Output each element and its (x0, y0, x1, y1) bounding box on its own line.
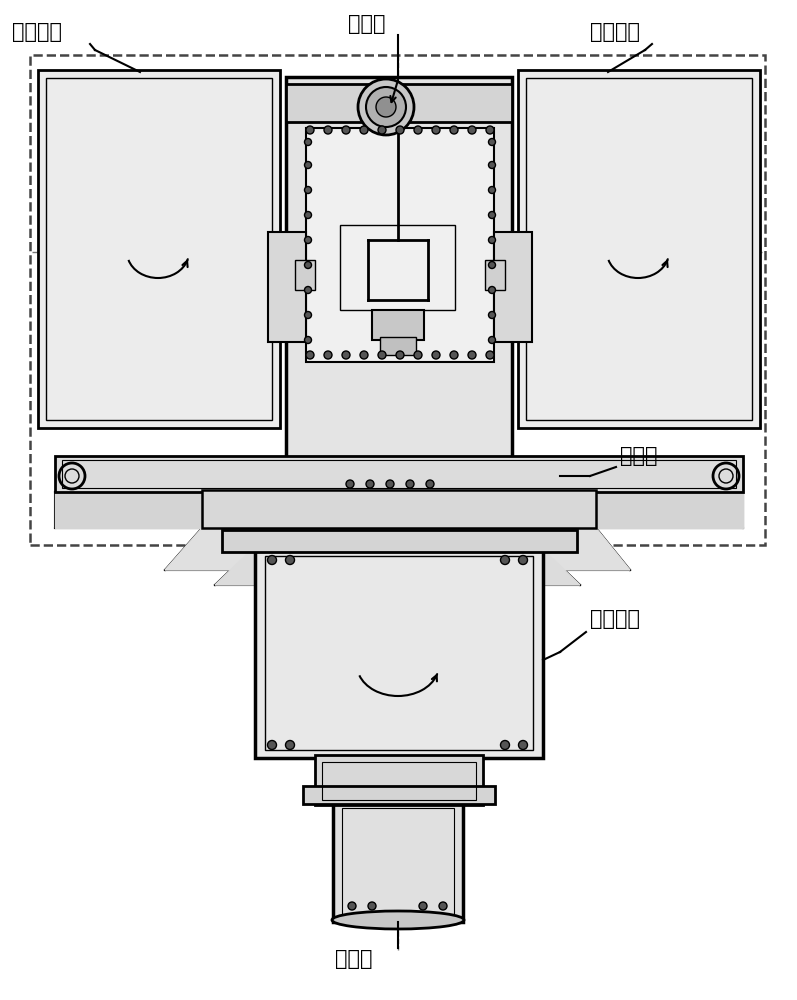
Circle shape (366, 87, 406, 127)
Circle shape (324, 351, 332, 359)
Circle shape (360, 351, 368, 359)
Circle shape (306, 351, 314, 359)
Bar (485, 260, 505, 290)
Circle shape (489, 261, 496, 268)
Circle shape (378, 126, 386, 134)
Circle shape (304, 212, 312, 219)
Circle shape (348, 902, 356, 910)
Text: 俯仰机构: 俯仰机构 (590, 22, 640, 42)
Bar (380, 337, 416, 355)
Polygon shape (596, 492, 743, 528)
Circle shape (439, 902, 447, 910)
Bar (62, 460, 736, 488)
Circle shape (450, 126, 458, 134)
Circle shape (386, 480, 394, 488)
Circle shape (268, 556, 277, 564)
Circle shape (406, 480, 414, 488)
Circle shape (519, 740, 528, 750)
Circle shape (432, 126, 440, 134)
Bar (333, 800, 463, 922)
Polygon shape (165, 528, 630, 570)
Bar (315, 755, 483, 805)
Text: 方位轴: 方位轴 (335, 949, 372, 969)
Bar (342, 808, 454, 914)
Circle shape (432, 351, 440, 359)
Bar (265, 556, 533, 750)
Circle shape (396, 351, 404, 359)
Circle shape (519, 556, 528, 564)
Circle shape (304, 286, 312, 294)
Circle shape (419, 902, 427, 910)
Circle shape (486, 126, 494, 134)
Circle shape (489, 186, 496, 194)
Circle shape (489, 312, 496, 318)
Circle shape (468, 351, 476, 359)
Bar (322, 762, 476, 800)
Text: 俯仰轴: 俯仰轴 (620, 446, 658, 466)
Circle shape (450, 351, 458, 359)
Bar (268, 232, 306, 342)
Bar (38, 70, 280, 428)
Circle shape (489, 161, 496, 168)
Circle shape (304, 161, 312, 168)
Bar (286, 84, 512, 122)
Text: 方位机构: 方位机构 (590, 609, 640, 629)
Circle shape (486, 351, 494, 359)
Circle shape (396, 126, 404, 134)
Circle shape (306, 126, 314, 134)
Circle shape (346, 480, 354, 488)
Circle shape (489, 138, 496, 145)
Bar (222, 530, 577, 552)
Circle shape (342, 351, 350, 359)
Polygon shape (215, 532, 580, 585)
Circle shape (366, 480, 374, 488)
Bar (286, 77, 512, 465)
Circle shape (414, 126, 422, 134)
Bar (30, 55, 765, 545)
Circle shape (304, 186, 312, 194)
Circle shape (358, 79, 414, 135)
Circle shape (376, 97, 396, 117)
Bar (518, 70, 760, 428)
Bar (55, 456, 743, 492)
Text: 俯仰机构: 俯仰机构 (12, 22, 62, 42)
Circle shape (285, 556, 295, 564)
Circle shape (304, 312, 312, 318)
Circle shape (304, 236, 312, 243)
Circle shape (324, 126, 332, 134)
Circle shape (426, 480, 434, 488)
Bar (526, 78, 752, 420)
Bar (295, 260, 315, 290)
Circle shape (489, 236, 496, 243)
Text: 双向锁: 双向锁 (348, 14, 386, 34)
Circle shape (304, 336, 312, 344)
Circle shape (360, 126, 368, 134)
Bar (372, 310, 424, 340)
Polygon shape (55, 492, 202, 528)
Circle shape (342, 126, 350, 134)
Circle shape (268, 740, 277, 750)
Circle shape (285, 740, 295, 750)
Circle shape (304, 138, 312, 145)
Circle shape (468, 126, 476, 134)
Bar (306, 128, 494, 362)
Circle shape (378, 351, 386, 359)
Circle shape (501, 556, 509, 564)
Bar (202, 490, 596, 528)
Bar (46, 78, 272, 420)
Circle shape (414, 351, 422, 359)
Ellipse shape (332, 911, 464, 929)
Circle shape (304, 261, 312, 268)
Circle shape (501, 740, 509, 750)
Circle shape (489, 286, 496, 294)
Circle shape (368, 902, 376, 910)
Circle shape (489, 212, 496, 219)
Bar (255, 548, 543, 758)
Circle shape (489, 336, 496, 344)
Bar (340, 225, 455, 310)
Bar (303, 786, 495, 804)
Bar (494, 232, 532, 342)
